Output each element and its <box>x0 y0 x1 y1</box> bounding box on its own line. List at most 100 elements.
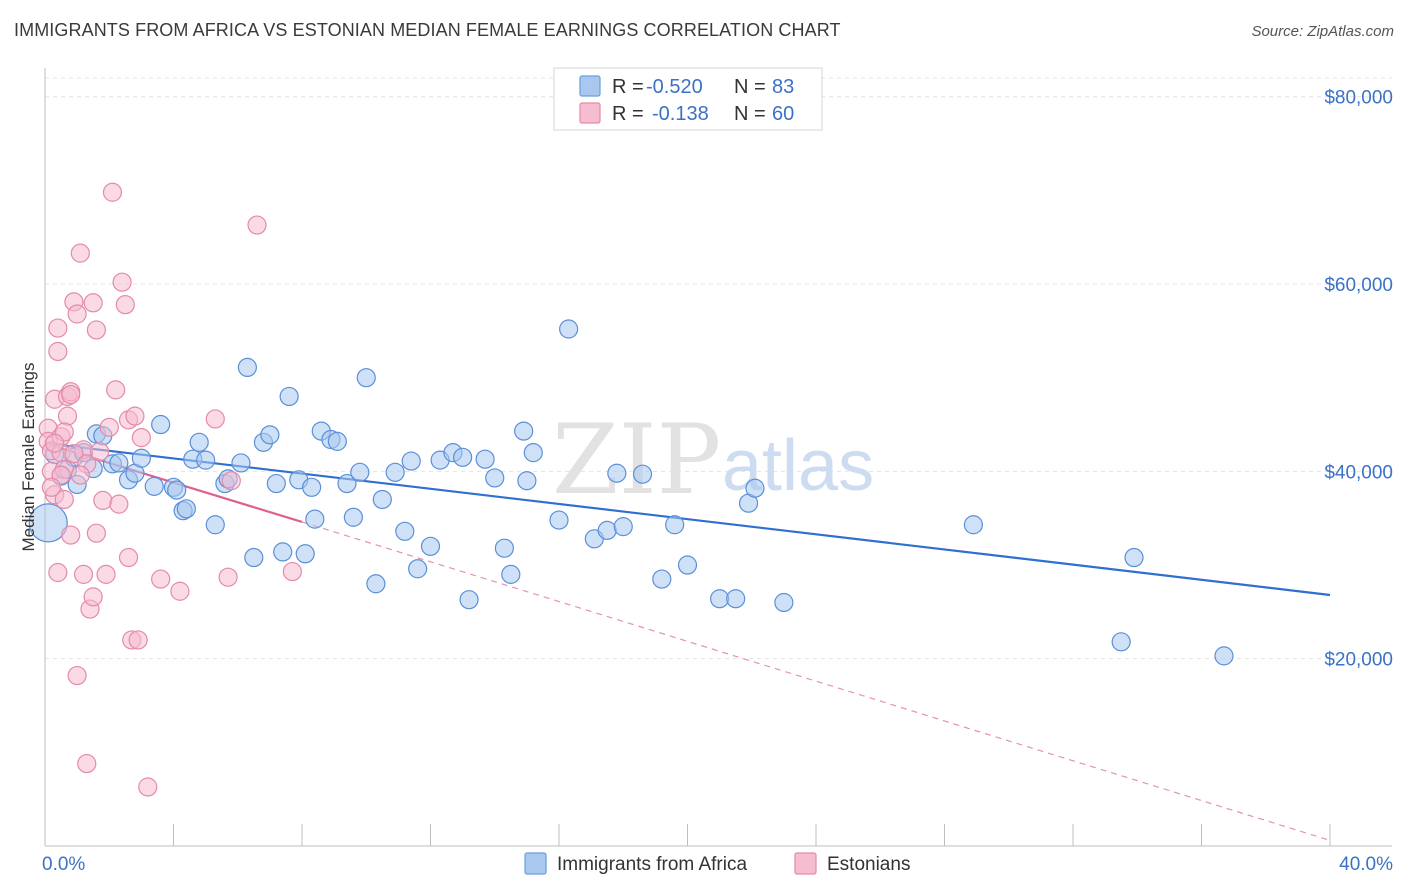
data-point <box>61 384 81 405</box>
data-point <box>401 451 421 471</box>
bottom-legend-label-africa: Immigrants from Africa <box>557 854 747 875</box>
data-point <box>385 462 405 482</box>
data-point <box>196 450 216 470</box>
data-point <box>86 523 107 543</box>
data-point <box>109 453 129 473</box>
data-point <box>343 507 363 527</box>
data-point <box>517 471 537 491</box>
legend-r-value-africa: -0.520 <box>646 76 703 98</box>
data-point <box>170 581 190 601</box>
data-point <box>138 777 158 797</box>
data-point <box>167 480 187 500</box>
data-point <box>144 476 164 496</box>
data-point <box>112 272 132 292</box>
legend-n-value-africa: 83 <box>772 76 794 98</box>
data-point <box>125 406 145 426</box>
data-point <box>86 320 107 340</box>
x-tick-label-min: 0.0% <box>42 854 85 875</box>
legend-n-label: N = <box>734 103 766 125</box>
data-point <box>279 386 299 407</box>
data-point <box>67 665 87 686</box>
y-tick-label: $20,000 <box>1324 650 1393 671</box>
data-point <box>176 499 196 519</box>
data-point <box>302 477 322 497</box>
data-point <box>260 425 280 445</box>
data-point <box>48 318 68 338</box>
watermark-atlas: atlas <box>722 426 874 506</box>
data-point <box>131 428 151 448</box>
watermark-zip: ZIP <box>552 404 721 516</box>
legend-swatch-africa <box>579 75 601 97</box>
data-point <box>485 468 505 488</box>
data-point <box>45 433 65 453</box>
data-point <box>266 473 286 494</box>
data-point <box>665 515 685 535</box>
data-point <box>459 590 479 610</box>
data-point <box>67 304 87 324</box>
series-estonians-points <box>38 182 302 797</box>
legend-n-label: N = <box>734 76 766 98</box>
data-point <box>613 517 633 537</box>
data-point <box>237 357 257 378</box>
bottom-legend-label-estonians: Estonians <box>827 854 910 875</box>
trend-line-africa <box>44 442 1331 597</box>
data-point <box>408 559 428 579</box>
data-point <box>475 449 495 469</box>
y-tick-label: $80,000 <box>1324 88 1393 109</box>
legend-n-value-estonians: 60 <box>772 103 794 125</box>
data-point <box>710 589 730 609</box>
data-point <box>96 564 116 584</box>
bottom-legend: Immigrants from Africa Estonians <box>524 852 910 875</box>
data-point <box>1214 646 1234 666</box>
data-point <box>99 417 119 437</box>
data-point <box>632 464 653 484</box>
data-point <box>64 443 84 464</box>
data-point <box>115 295 135 315</box>
bottom-legend-swatch-africa <box>524 852 547 875</box>
data-point <box>350 462 370 482</box>
data-point <box>295 544 315 564</box>
data-point <box>231 453 251 473</box>
data-point <box>372 489 392 510</box>
data-point <box>83 293 103 313</box>
data-point <box>501 564 521 584</box>
data-point <box>494 538 514 558</box>
data-point <box>395 521 415 541</box>
data-point <box>523 443 543 463</box>
y-tick-label: $40,000 <box>1324 462 1393 483</box>
bottom-legend-swatch-estonians <box>794 852 817 875</box>
data-point <box>205 409 225 429</box>
y-tick-labels: $20,000 $40,000 $60,000 $80,000 <box>1324 88 1393 671</box>
data-point <box>57 406 78 426</box>
data-point <box>128 630 148 650</box>
data-point <box>109 494 129 514</box>
data-point <box>54 489 74 510</box>
data-point <box>73 564 94 584</box>
data-point <box>726 589 746 609</box>
data-point <box>1124 547 1144 568</box>
watermark: ZIP atlas <box>552 404 874 516</box>
data-point <box>597 520 617 540</box>
data-point <box>1111 632 1131 652</box>
data-point <box>151 569 171 589</box>
data-points <box>28 182 1234 797</box>
data-point <box>77 753 97 774</box>
data-point <box>90 442 110 462</box>
data-point <box>41 477 62 497</box>
data-point <box>774 592 794 613</box>
data-point <box>420 536 441 556</box>
data-point <box>366 574 386 594</box>
data-point <box>963 515 984 535</box>
data-point <box>745 478 765 498</box>
data-point <box>356 368 376 388</box>
data-point <box>337 473 357 494</box>
x-tick-labels: 0.0% 40.0% <box>42 854 1393 875</box>
data-point <box>282 561 302 582</box>
legend-r-label: R = <box>612 76 644 98</box>
data-point <box>189 432 209 452</box>
data-point <box>305 509 325 529</box>
data-point <box>131 448 151 468</box>
data-point <box>70 243 90 263</box>
data-point <box>607 463 627 483</box>
data-point <box>652 569 672 589</box>
